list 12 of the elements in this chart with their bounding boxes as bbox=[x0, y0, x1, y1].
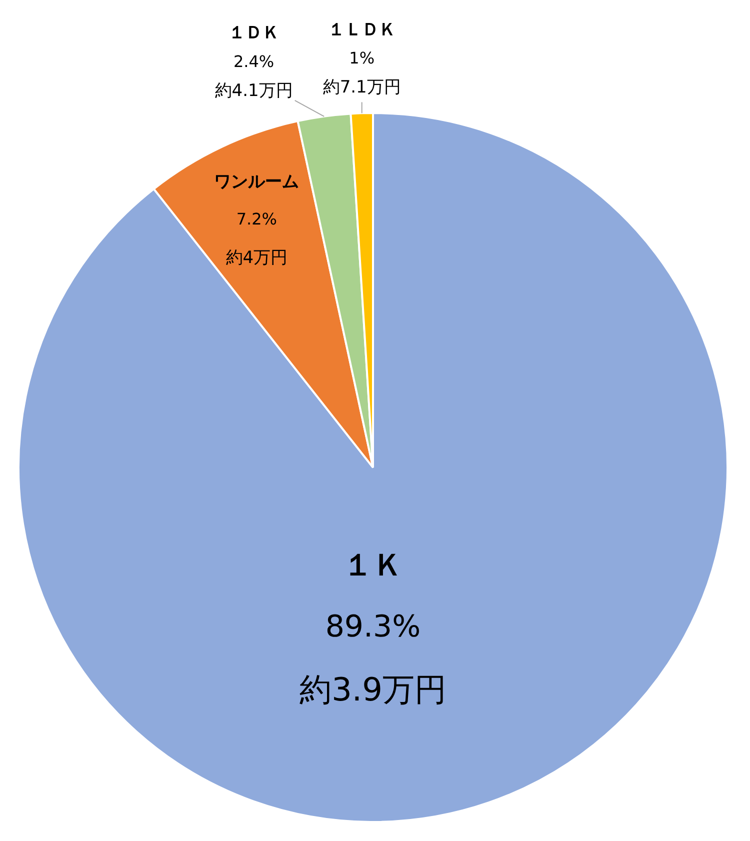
text: 約4万円 bbox=[226, 248, 288, 268]
slice-label: ワンルーム bbox=[214, 172, 300, 192]
slice-label: １ＬＤＫ bbox=[328, 20, 396, 40]
data-label: 1% bbox=[349, 48, 375, 68]
slice-label: １ＤＫ bbox=[228, 23, 280, 44]
text: 約7.1万円 bbox=[322, 78, 401, 98]
slice-label: １Ｋ bbox=[343, 548, 403, 583]
text: 約4.1万円 bbox=[214, 80, 293, 101]
data-label: 89.3% bbox=[325, 609, 421, 644]
data-label: 7.2% bbox=[236, 210, 277, 229]
data-label: 2.4% bbox=[233, 52, 274, 71]
text: 約3.9万円 bbox=[300, 670, 446, 708]
